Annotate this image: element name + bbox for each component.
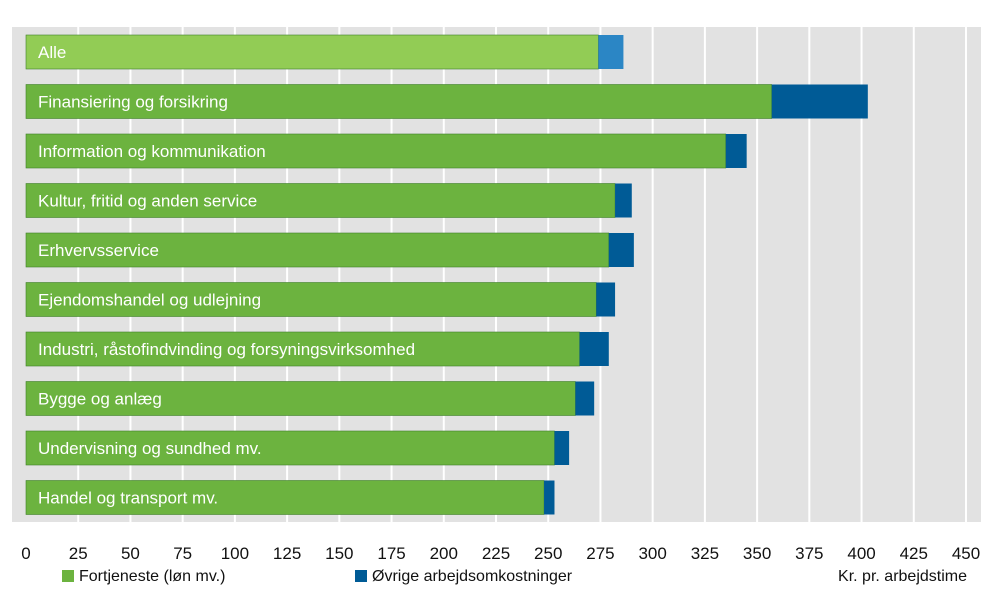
category-label: Industri, råstofindvinding og forsynings… (38, 340, 415, 359)
x-tick-label: 350 (743, 544, 771, 563)
category-label: Kultur, fritid og anden service (38, 192, 257, 211)
bar-fortjeneste (25, 331, 580, 367)
bar-oevrige (615, 183, 632, 218)
legend-swatch-oevrige (355, 570, 367, 582)
x-tick-label: 225 (482, 544, 510, 563)
x-tick-label: 150 (325, 544, 353, 563)
legend-item-oevrige: Øvrige arbejdsomkostninger (355, 567, 572, 587)
category-label: Erhvervsservice (38, 241, 159, 260)
category-label: Undervisning og sundhed mv. (38, 439, 262, 458)
bar-fortjeneste (25, 34, 599, 70)
x-tick-label: 425 (900, 544, 928, 563)
category-label: Alle (38, 43, 66, 62)
x-tick-label: 275 (586, 544, 614, 563)
x-tick-label: 75 (173, 544, 192, 563)
category-label: Handel og transport mv. (38, 489, 218, 508)
bar-oevrige (725, 134, 747, 168)
category-label: Information og kommunikation (38, 142, 266, 161)
category-label: Finansiering og forsikring (38, 93, 228, 112)
x-axis-unit-label: Kr. pr. arbejdstime (838, 568, 967, 585)
bar-oevrige (554, 431, 570, 465)
bar-oevrige (544, 480, 555, 515)
x-tick-label: 450 (952, 544, 980, 563)
legend-label-fortjeneste: Fortjeneste (løn mv.) (79, 568, 226, 585)
x-axis-ticks: 0 25 50 75 100 125 150 175 200 225 250 275 300 325 350… (21, 544, 980, 563)
x-tick-label: 175 (377, 544, 405, 563)
x-tick-label: 50 (121, 544, 140, 563)
legend-label-oevrige: Øvrige arbejdsomkostninger (372, 568, 573, 585)
category-label: Ejendomshandel og udlejning (38, 291, 261, 310)
bar-fortjeneste (25, 183, 616, 218)
bar-fortjeneste (25, 480, 545, 515)
x-tick-label: 100 (221, 544, 249, 563)
x-tick-label: 375 (795, 544, 823, 563)
bar-fortjeneste (25, 381, 576, 416)
x-tick-label: 400 (847, 544, 875, 563)
bar-oevrige (579, 332, 609, 366)
bar-oevrige (771, 84, 868, 119)
bar-oevrige (575, 381, 595, 416)
x-tick-label: 200 (430, 544, 458, 563)
bars (25, 34, 868, 515)
x-tick-label: 325 (691, 544, 719, 563)
bar-fortjeneste (25, 133, 727, 169)
bar-fortjeneste (25, 282, 597, 317)
bar-oevrige (608, 233, 634, 267)
category-label: Bygge og anlæg (38, 390, 162, 409)
x-tick-label: 250 (534, 544, 562, 563)
x-tick-label: 125 (273, 544, 301, 563)
bar-oevrige (596, 282, 616, 317)
category-labels: Alle Finansiering og forsikring Informatio… (38, 43, 415, 508)
x-tick-label: 0 (21, 544, 30, 563)
x-tick-label: 25 (69, 544, 88, 563)
bar-fortjeneste (25, 430, 555, 466)
legend-item-fortjeneste: Fortjeneste (løn mv.) (62, 567, 225, 587)
bar-oevrige (598, 35, 624, 69)
bar-fortjeneste (25, 84, 773, 119)
bar-fortjeneste (25, 232, 610, 268)
legend-swatch-fortjeneste (62, 570, 74, 582)
x-tick-label: 300 (638, 544, 666, 563)
bar-chart: Alle Finansiering og forsikring Informatio… (12, 27, 981, 563)
